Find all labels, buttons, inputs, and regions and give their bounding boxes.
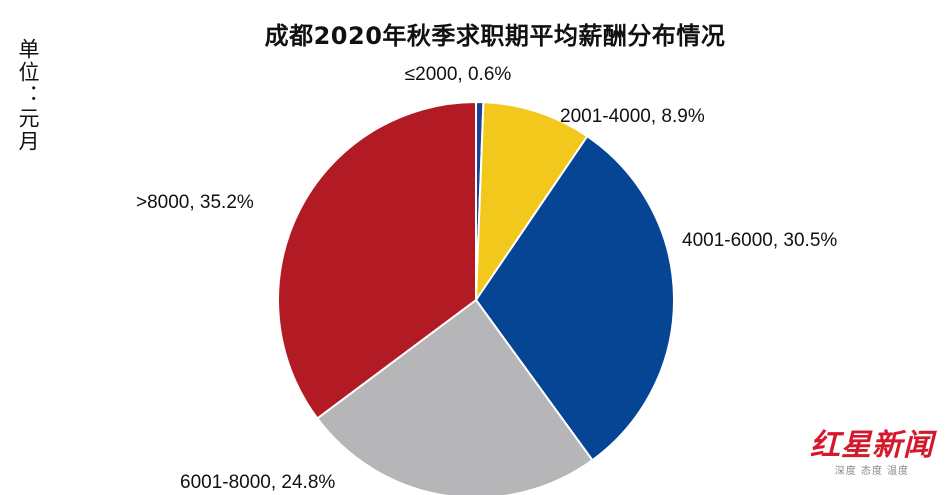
slice-label-2: 2001-4000, 8.9%: [560, 106, 705, 127]
pie-slice-4: [315, 298, 594, 495]
chart-title: 成都2020年秋季求职期平均薪酬分布情况: [264, 22, 726, 50]
slice-label-1: ≤2000, 0.6%: [405, 64, 512, 85]
slice-label-5: >8000, 35.2%: [136, 192, 254, 213]
pie-slice-3: [474, 134, 675, 462]
unit-label: 单位：元月: [16, 38, 40, 153]
watermark-logo: 红星新闻 深度 态度 温度: [802, 427, 942, 489]
pie-slices: [276, 100, 675, 495]
watermark-brand: 红星新闻: [810, 428, 934, 463]
pie-slice-2: [474, 101, 589, 304]
pie-slice-5: [276, 100, 477, 420]
slice-label-3: 4001-6000, 30.5%: [682, 230, 837, 251]
slice-label-4: 6001-8000, 24.8%: [180, 472, 335, 493]
watermark-slogan: 深度 态度 温度: [834, 466, 910, 477]
pie-labels: ≤2000, 0.6% 2001-4000, 8.9% 4001-6000, 30.…: [136, 64, 837, 493]
